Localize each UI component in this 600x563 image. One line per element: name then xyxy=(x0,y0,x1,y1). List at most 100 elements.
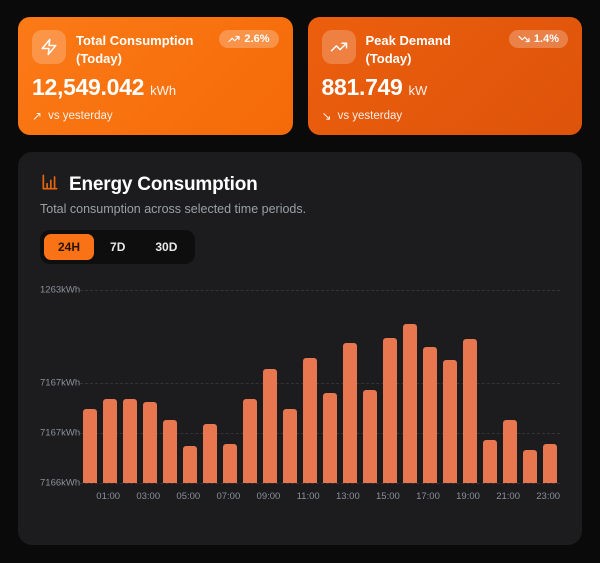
bar-plot xyxy=(80,290,560,483)
tab-24h[interactable]: 24H xyxy=(44,234,95,260)
bar-23:00[interactable] xyxy=(542,444,558,483)
bar-14:00[interactable] xyxy=(362,390,378,483)
peak-demand-value: 881.749 xyxy=(321,74,403,101)
x-axis-tick-label: 13:00 xyxy=(335,491,360,502)
bar-slot xyxy=(280,290,300,483)
bar-20:00[interactable] xyxy=(482,440,498,483)
bar-13:00[interactable] xyxy=(342,343,358,483)
bar-01:00[interactable] xyxy=(102,398,118,483)
bar-slot xyxy=(220,290,240,483)
zap-icon xyxy=(32,30,66,64)
bar-04:00[interactable] xyxy=(162,420,178,483)
bar-11:00[interactable] xyxy=(302,358,318,483)
x-axis-tick-label xyxy=(320,491,336,502)
bar-slot xyxy=(100,290,120,483)
y-axis: 1263kWh 7167kWh 7167kWh 7166kWh xyxy=(40,285,81,489)
arrow-up-right-icon: ↗ xyxy=(32,109,43,123)
bar-02:00[interactable] xyxy=(122,398,138,483)
x-axis-tick-label xyxy=(200,491,216,502)
bar-05:00[interactable] xyxy=(182,446,198,483)
x-axis: 01:00 03:00 05:00 07:00 09:00 11:00 13:00 15:00… xyxy=(80,483,560,502)
bar-slot xyxy=(520,290,540,483)
x-axis-tick-label xyxy=(160,491,176,502)
trending-up-icon xyxy=(321,30,356,64)
change-badge: 2.6% xyxy=(219,30,279,48)
card-title: Peak Demand (Today) xyxy=(365,33,451,66)
bar-08:00[interactable] xyxy=(242,399,258,483)
gridline xyxy=(80,432,560,434)
y-axis-tick-label: 7166kWh xyxy=(40,477,81,489)
x-axis-tick-label: 15:00 xyxy=(376,491,400,502)
bar-slot xyxy=(80,290,100,483)
bar-slot xyxy=(420,290,440,483)
tab-7d[interactable]: 7D xyxy=(96,234,139,260)
tab-30d[interactable]: 30D xyxy=(141,234,191,260)
y-axis-tick-label: 7167kWh xyxy=(40,427,81,439)
bar-slot xyxy=(120,290,140,483)
bar-21:00[interactable] xyxy=(502,420,518,483)
bar-12:00[interactable] xyxy=(322,392,338,483)
bar-slot xyxy=(300,290,320,483)
x-axis-tick-label xyxy=(520,491,536,502)
x-axis-tick-label: 17:00 xyxy=(416,491,440,502)
bar-slot xyxy=(480,290,500,483)
bar-03:00[interactable] xyxy=(142,401,158,483)
panel-subtitle: Total consumption across selected time p… xyxy=(40,202,307,216)
bar-slot xyxy=(260,290,280,483)
peak-demand-card: Peak Demand (Today) 1.4% 881.749 kW ↘ vs… xyxy=(307,17,582,135)
bar-slot xyxy=(320,290,340,483)
gridline xyxy=(80,290,560,291)
bar-19:00[interactable] xyxy=(462,338,478,483)
gridline xyxy=(80,483,560,484)
bar-slot xyxy=(180,290,200,483)
card-title: Total Consumption (Today) xyxy=(76,33,194,66)
x-axis-tick-label xyxy=(480,491,496,502)
consumption-value: 12,549.042 xyxy=(32,74,145,101)
x-axis-tick-label xyxy=(360,491,376,502)
change-badge: 1.4% xyxy=(508,30,568,48)
x-axis-tick-label xyxy=(80,491,96,502)
bar-slot xyxy=(400,290,420,483)
bar-16:00[interactable] xyxy=(402,323,418,483)
total-consumption-card: Total Consumption (Today) 2.6% 12,549.04… xyxy=(18,17,293,135)
bar-17:00[interactable] xyxy=(422,346,438,483)
bar-18:00[interactable] xyxy=(442,360,458,483)
peak-demand-unit: kW xyxy=(408,83,428,99)
x-axis-tick-label: 01:00 xyxy=(96,491,121,502)
bar-slot xyxy=(140,290,160,483)
bar-slot xyxy=(540,290,560,483)
y-axis-tick-label: 1263kWh xyxy=(40,284,81,296)
badge-value: 2.6% xyxy=(244,33,270,45)
bar-07:00[interactable] xyxy=(222,444,238,483)
bar-slot xyxy=(500,290,520,483)
bar-22:00[interactable] xyxy=(522,449,538,483)
bar-15:00[interactable] xyxy=(382,338,398,483)
bar-09:00[interactable] xyxy=(262,368,278,483)
bar-10:00[interactable] xyxy=(282,409,298,483)
x-axis-tick-label: 09:00 xyxy=(256,491,281,502)
consumption-unit: kWh xyxy=(150,83,177,99)
bar-06:00[interactable] xyxy=(202,424,218,483)
bar-slot xyxy=(160,290,180,483)
bar-slot xyxy=(240,290,260,483)
plot-area xyxy=(80,290,560,484)
x-axis-tick-label: 21:00 xyxy=(496,491,520,502)
bar-slot xyxy=(460,290,480,483)
energy-consumption-panel: Energy Consumption Total consumption acr… xyxy=(18,152,582,545)
bar-slot xyxy=(200,290,220,483)
x-axis-tick-label xyxy=(120,491,136,502)
gridline xyxy=(80,383,560,385)
y-axis-tick-label: 7167kWh xyxy=(40,377,81,389)
x-axis-tick-label xyxy=(280,491,296,502)
trend-label: vs yesterday xyxy=(337,110,403,122)
x-axis-tick-label: 03:00 xyxy=(136,491,161,502)
bar-slot xyxy=(440,290,460,483)
x-axis-tick-label: 11:00 xyxy=(296,491,320,502)
bar-slot xyxy=(380,290,400,483)
x-axis-tick-label xyxy=(240,491,256,502)
trend-label: vs yesterday xyxy=(48,110,113,122)
badge-value: 1.4% xyxy=(533,33,559,45)
trend-down-icon xyxy=(518,35,530,43)
x-axis-tick-label: 19:00 xyxy=(456,491,480,502)
bar-00:00[interactable] xyxy=(82,408,98,483)
